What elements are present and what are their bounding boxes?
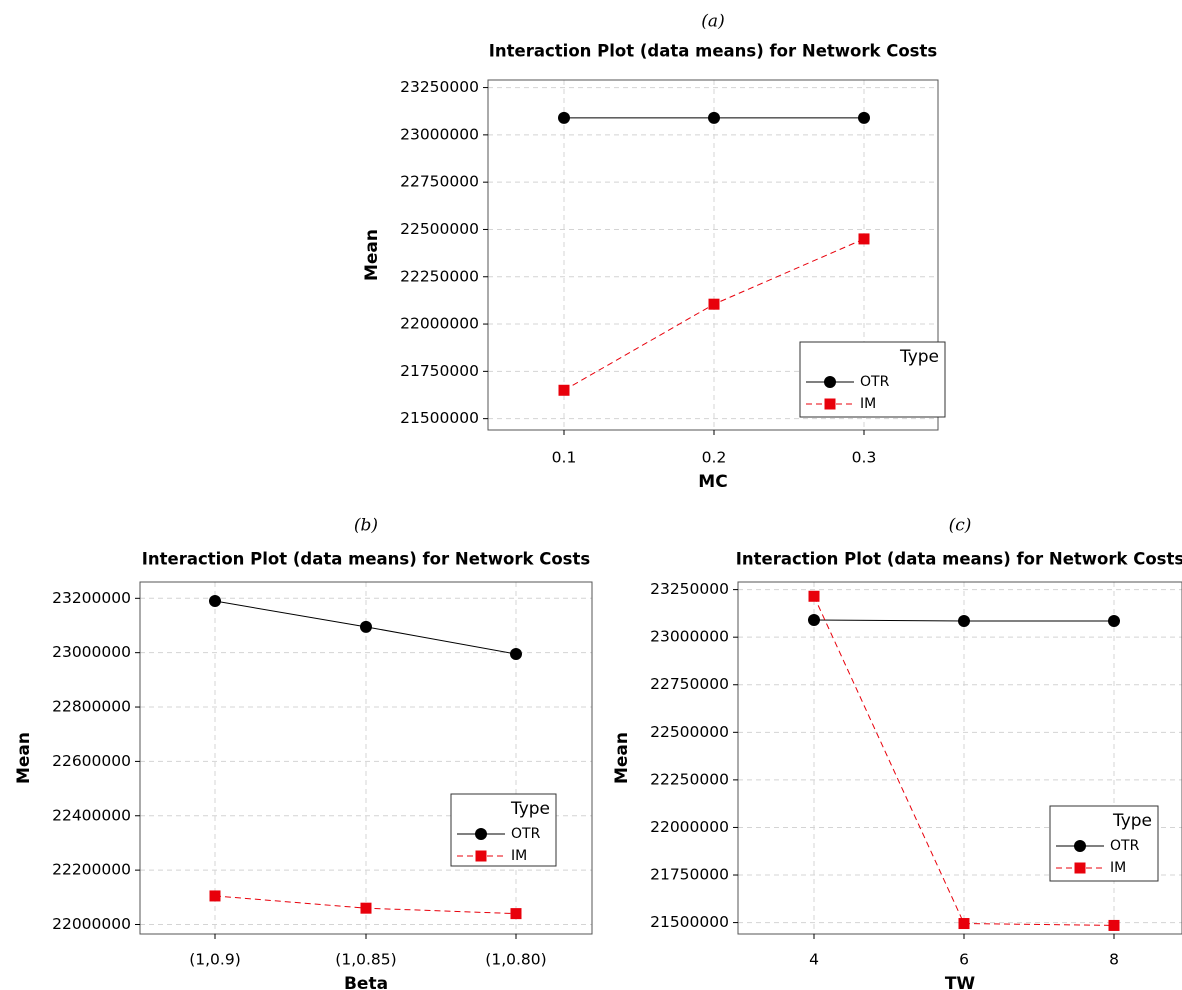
- series-otr: [808, 614, 1120, 628]
- y-axis-label: Mean: [14, 732, 34, 784]
- legend-label-otr: OTR: [860, 374, 890, 390]
- legend-label-im: IM: [511, 848, 527, 864]
- chart-panel-2: (c) Interaction Plot (data means) for Net…: [612, 516, 1182, 990]
- y-tick-label: 22500000: [650, 723, 729, 741]
- point-im: [808, 590, 820, 602]
- y-tick-label: 22000000: [400, 315, 479, 333]
- point-otr: [958, 615, 970, 628]
- chart-title: Interaction Plot (data means) for Networ…: [142, 550, 591, 569]
- y-tick-label: 22600000: [52, 752, 131, 770]
- y-tick-label: 22750000: [400, 173, 479, 191]
- y-tick-label: 23000000: [52, 643, 131, 661]
- legend-label-im: IM: [860, 396, 876, 412]
- y-tick-label: 23250000: [400, 78, 479, 96]
- x-tick-label: 0.2: [702, 449, 727, 467]
- x-tick-label: 8: [1109, 951, 1119, 969]
- series-im: [558, 233, 870, 396]
- legend-title: Type: [899, 347, 939, 367]
- point-im: [958, 918, 970, 930]
- point-im: [708, 298, 720, 310]
- x-tick-label: (1,0.85): [335, 951, 396, 969]
- point-otr: [808, 614, 820, 627]
- x-tick-label: (1,0.9): [189, 951, 241, 969]
- y-tick-label: 23000000: [400, 125, 479, 143]
- legend-title: Type: [510, 799, 550, 819]
- panel-label: (c): [949, 516, 972, 536]
- y-tick-label: 21500000: [650, 913, 729, 931]
- point-im: [558, 384, 570, 396]
- chart-title: Interaction Plot (data means) for Networ…: [489, 42, 938, 61]
- y-tick-label: 22000000: [52, 915, 131, 933]
- point-otr: [510, 648, 522, 661]
- legend: Type OTR IM: [1049, 805, 1159, 882]
- point-im: [858, 233, 870, 245]
- series-im: [808, 590, 1120, 931]
- point-im: [209, 890, 221, 902]
- x-axis-label: TW: [945, 974, 976, 990]
- x-axis-label: Beta: [344, 974, 388, 990]
- point-im: [360, 902, 372, 914]
- y-tick-label: 23200000: [52, 589, 131, 607]
- point-otr: [209, 595, 221, 608]
- legend-marker-im: [1074, 862, 1086, 874]
- legend-marker-otr: [824, 376, 836, 388]
- legend-title: Type: [1112, 811, 1152, 831]
- x-tick-label: 0.3: [852, 449, 877, 467]
- point-im: [1108, 919, 1120, 931]
- y-tick-label: 21500000: [400, 409, 479, 427]
- chart-panel-1: (b) Interaction Plot (data means) for Net…: [14, 516, 593, 990]
- y-axis-label: Mean: [362, 229, 382, 281]
- point-im: [510, 908, 522, 920]
- legend-marker-im: [475, 850, 487, 862]
- y-tick-label: 22400000: [52, 806, 131, 824]
- series-im: [209, 890, 522, 920]
- series-otr: [558, 111, 870, 124]
- y-tick-label: 22250000: [400, 267, 479, 285]
- y-tick-label: 22750000: [650, 675, 729, 693]
- series-otr: [209, 595, 522, 661]
- plot-frame: [487, 79, 939, 431]
- legend-marker-im: [824, 398, 836, 410]
- legend-label-otr: OTR: [1110, 838, 1140, 854]
- y-tick-label: 22250000: [650, 770, 729, 788]
- y-tick-label: 23250000: [650, 580, 729, 598]
- x-tick-label: (1,0.80): [485, 951, 546, 969]
- chart-title: Interaction Plot (data means) for Networ…: [736, 550, 1182, 569]
- chart-panel-0: (a) Interaction Plot (data means) for Net…: [362, 12, 946, 492]
- y-tick-label: 22800000: [52, 698, 131, 716]
- legend-label-im: IM: [1110, 860, 1126, 876]
- x-tick-label: 4: [809, 951, 819, 969]
- legend-marker-otr: [1074, 840, 1086, 852]
- point-otr: [1108, 615, 1120, 628]
- legend: Type OTR IM: [450, 793, 557, 867]
- y-tick-label: 21750000: [650, 866, 729, 884]
- y-tick-label: 21750000: [400, 362, 479, 380]
- y-tick-label: 22000000: [650, 818, 729, 836]
- panel-label: (b): [354, 516, 378, 536]
- point-otr: [360, 620, 372, 633]
- y-tick-label: 22200000: [52, 861, 131, 879]
- legend-box: [799, 341, 946, 418]
- y-tick-label: 22500000: [400, 220, 479, 238]
- x-tick-label: 0.1: [552, 449, 577, 467]
- plot-frame: [737, 581, 1182, 935]
- point-otr: [708, 111, 720, 124]
- point-otr: [858, 111, 870, 124]
- y-axis-label: Mean: [612, 732, 632, 784]
- point-otr: [558, 111, 570, 124]
- legend: Type OTR IM: [799, 341, 946, 418]
- y-tick-label: 23000000: [650, 628, 729, 646]
- x-tick-label: 6: [959, 951, 969, 969]
- legend-box: [450, 793, 557, 867]
- legend-label-otr: OTR: [511, 826, 541, 842]
- x-axis-label: MC: [698, 472, 727, 492]
- legend-marker-otr: [475, 828, 487, 840]
- panel-label: (a): [701, 12, 724, 32]
